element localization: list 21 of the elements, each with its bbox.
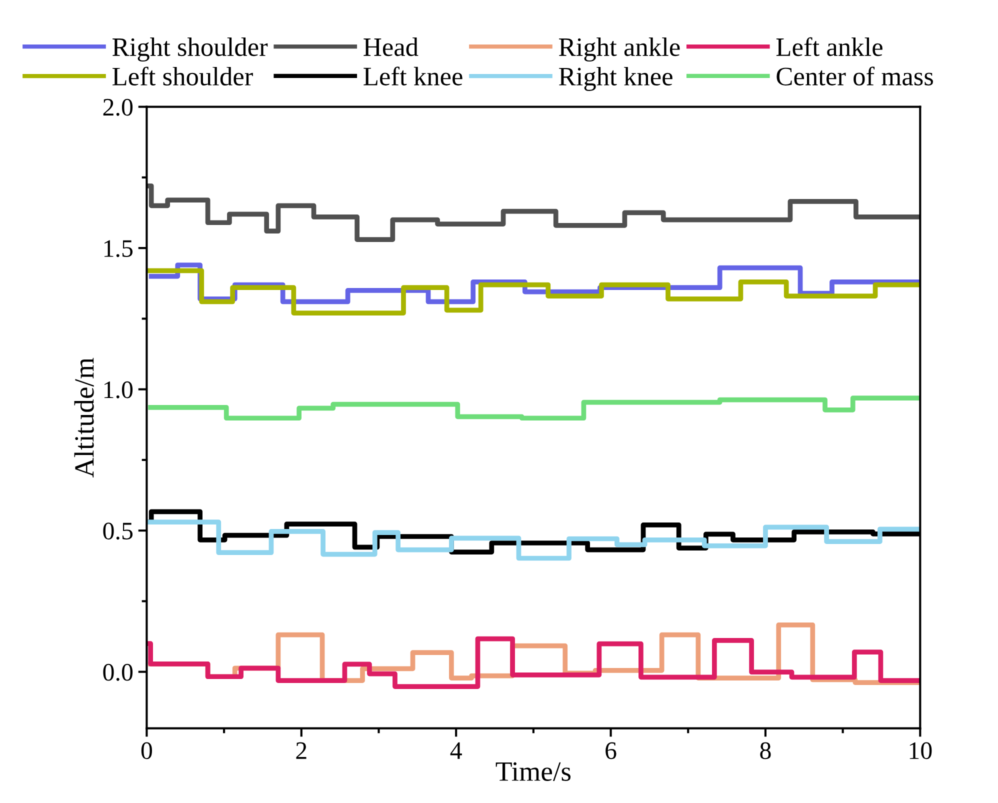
x-tick-label: 10 <box>910 742 932 760</box>
x-tick-label: 2 <box>296 742 306 759</box>
x-tick-label: 8 <box>760 742 771 760</box>
legend-label: Left shoulder <box>112 66 253 86</box>
y-tick-label: 1.0 <box>104 381 133 398</box>
x-axis-title: Time/s <box>496 762 571 781</box>
y-tick-label: 1.5 <box>104 240 133 258</box>
legend-label: Left knee <box>364 66 462 86</box>
x-tick-label: 0 <box>141 742 152 760</box>
x-tick-label: 4 <box>450 742 462 759</box>
legend-label: Center of mass <box>776 66 933 86</box>
y-axis-title: Altitude/m <box>74 358 94 478</box>
legend-label: Right ankle <box>558 38 680 62</box>
legend-label: Right shoulder <box>112 38 268 62</box>
legend-label: Left ankle <box>776 37 882 56</box>
legend-label: Right knee <box>558 66 672 91</box>
x-tick-label: 6 <box>606 742 616 760</box>
y-tick-label: 0.5 <box>103 522 133 540</box>
y-tick-label: 2.0 <box>103 98 133 116</box>
legend-label: Head <box>364 38 418 56</box>
y-tick-label: 0.0 <box>103 664 133 681</box>
